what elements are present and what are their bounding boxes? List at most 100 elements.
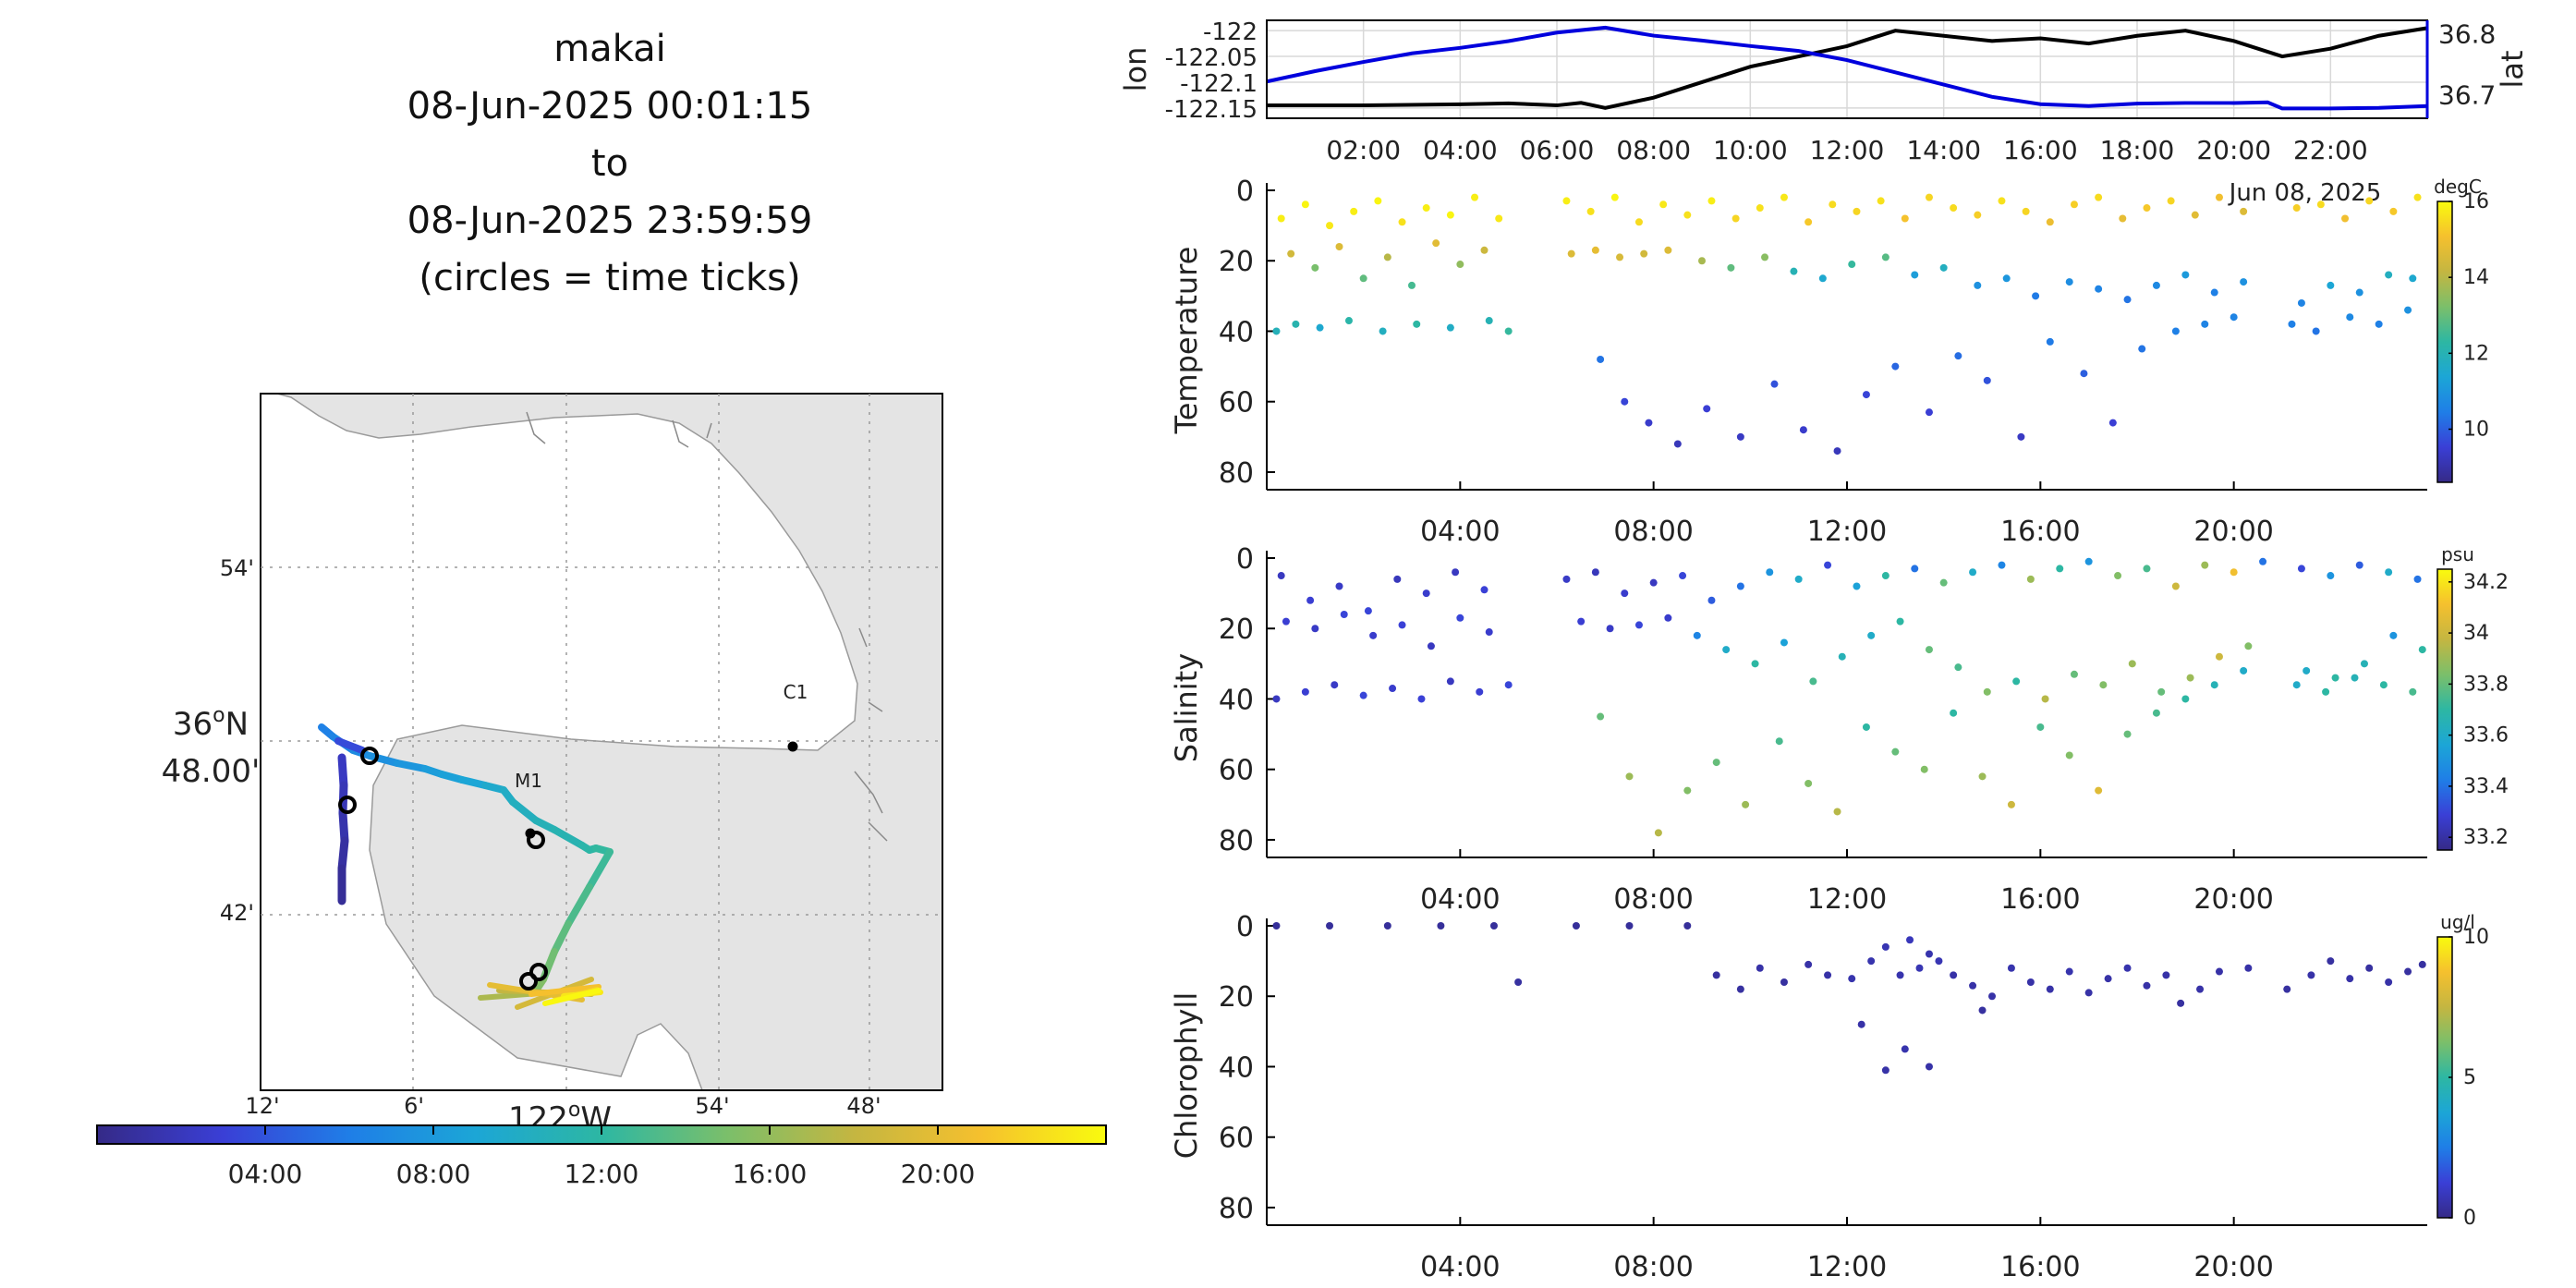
data-point (2365, 197, 2374, 205)
data-point (2099, 681, 2108, 689)
y-tick-label: 80 (1219, 1193, 1254, 1225)
data-point (1446, 677, 1454, 686)
data-point (1398, 218, 1406, 226)
data-point (1625, 772, 1634, 781)
data-point (1398, 621, 1406, 629)
data-point (1911, 565, 1919, 573)
title-line-end: 08-Jun-2025 23:59:59 (407, 200, 813, 242)
timeseries-panels: 02:00 04:00 06:00 08:00 10:00 12:00 14:00 16:00… (1118, 18, 2530, 1283)
colorbar (2436, 568, 2453, 851)
y-tick-label: -122.15 (1165, 96, 1258, 124)
data-point (1504, 327, 1513, 335)
data-point (2418, 960, 2426, 968)
data-point (1562, 197, 1571, 205)
data-point (1761, 253, 1769, 261)
data-point (1707, 197, 1716, 205)
data-point (1712, 971, 1720, 979)
data-point (1833, 447, 1841, 456)
data-point (1634, 218, 1643, 226)
data-point (2056, 565, 2064, 573)
x-tick-label: 16:00 (2000, 516, 2080, 548)
data-point (1272, 922, 1281, 930)
data-point (1950, 709, 1958, 717)
y-tick-label: 40 (1219, 684, 1254, 716)
data-point (1306, 596, 1315, 604)
data-point (1853, 582, 1861, 590)
data-point (1727, 263, 1735, 272)
data-point (1379, 327, 1387, 335)
data-point (1925, 408, 1933, 417)
track-segment (551, 920, 572, 955)
data-point (2002, 274, 2011, 283)
data-point (1514, 978, 1523, 986)
colorbar (2436, 200, 2453, 483)
data-point (1282, 617, 1290, 626)
data-point (2409, 274, 2417, 283)
data-point (1350, 207, 1358, 215)
data-point (1867, 631, 1876, 639)
y-axis-label: Salinity (1169, 653, 1204, 762)
data-point (2186, 674, 2194, 682)
data-point (1606, 625, 1614, 633)
map-lat-tick: 54' (220, 555, 254, 581)
track-segment (509, 798, 540, 824)
data-point (2341, 214, 2350, 223)
data-point (2070, 200, 2078, 209)
data-point (2114, 572, 2122, 580)
data-point (1698, 257, 1706, 265)
data-point (1326, 222, 1334, 230)
y2-tick-label: 36.8 (2438, 18, 2496, 49)
colorbar-tick-label: 14 (2463, 266, 2489, 289)
data-point (1301, 200, 1309, 209)
x-tick-label: 04:00 (1420, 883, 1500, 916)
series-line-lat (1266, 25, 2428, 111)
data-point (1794, 575, 1803, 583)
map-lat-main-tick: 36oN (173, 704, 249, 743)
data-point (2080, 370, 2088, 378)
data-point (1393, 575, 1402, 583)
data-point (1272, 327, 1281, 335)
data-point (2152, 709, 2160, 717)
data-point (2404, 306, 2412, 314)
data-point (1862, 391, 1870, 399)
data-point (1818, 274, 1827, 283)
colorbar-tick-label: 33.8 (2463, 673, 2509, 696)
data-point (1359, 274, 1367, 283)
data-point (1848, 261, 1856, 269)
data-point (2288, 320, 2296, 328)
data-point (1881, 253, 1889, 261)
map-grid (261, 394, 942, 1090)
data-point (1272, 695, 1281, 703)
data-point (1277, 214, 1285, 223)
data-point (2307, 971, 2315, 979)
data-point (2259, 557, 2267, 565)
data-point (2292, 204, 2301, 213)
track-segment (565, 883, 593, 928)
data-point (1679, 572, 1687, 580)
data-point (2046, 985, 2054, 993)
data-point (2123, 730, 2132, 738)
map-lon-tick: 12' (245, 1093, 279, 1119)
degree-sign: o (213, 704, 225, 727)
data-point (2385, 978, 2393, 986)
data-point (1950, 971, 1958, 979)
data-point (2046, 218, 2054, 226)
data-point (1597, 712, 1605, 721)
data-point (2167, 197, 2175, 205)
data-point (2240, 666, 2248, 674)
data-point (2389, 631, 2398, 639)
track-segment (337, 836, 349, 873)
data-point (2070, 670, 2078, 678)
data-point (2385, 271, 2393, 279)
data-point (1446, 211, 1454, 219)
data-point (1634, 621, 1643, 629)
data-point (1833, 808, 1841, 816)
data-point (1867, 957, 1876, 966)
coastline-detail (526, 411, 888, 842)
data-point (1780, 193, 1788, 201)
data-point (1901, 1045, 1909, 1053)
data-point (1331, 681, 1339, 689)
data-point (1901, 214, 1909, 223)
data-point (2316, 200, 2325, 209)
